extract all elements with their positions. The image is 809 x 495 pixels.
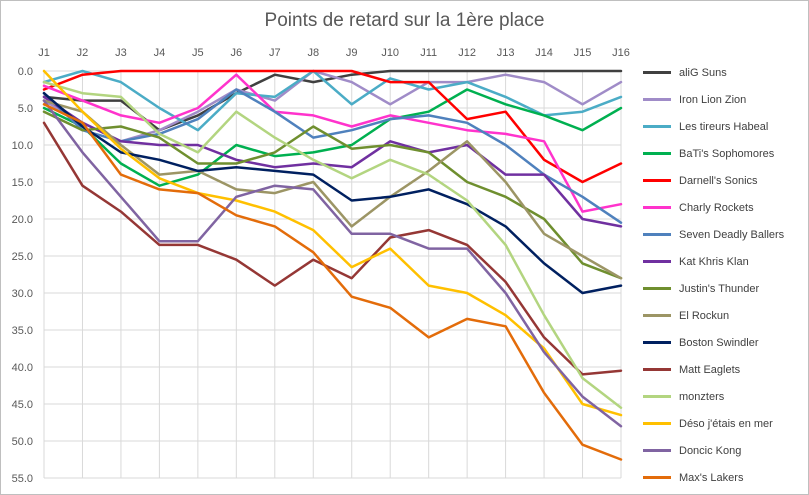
legend-item: Charly Rockets	[643, 194, 803, 221]
legend-item: Kat Khris Klan	[643, 248, 803, 275]
x-tick-label: J11	[420, 47, 437, 59]
legend-item: Max's Lakers	[643, 464, 803, 491]
legend-item: aliG Suns	[643, 59, 803, 86]
legend-item: Justin's Thunder	[643, 275, 803, 302]
legend-swatch	[643, 206, 671, 209]
x-tick-label: J16	[612, 47, 630, 59]
legend-swatch	[643, 260, 671, 263]
series-line	[42, 99, 623, 428]
legend-item: Seven Deadly Ballers	[643, 221, 803, 248]
series-line	[42, 69, 623, 417]
legend-label: Matt Eaglets	[679, 363, 741, 376]
legend-swatch	[643, 341, 671, 344]
legend-swatch	[643, 395, 671, 398]
legend-swatch	[643, 368, 671, 371]
x-tick-label: J5	[192, 47, 204, 59]
legend-label: Charly Rockets	[679, 201, 754, 214]
x-tick-label: J1	[38, 47, 50, 59]
x-tick-label: J9	[346, 47, 358, 59]
legend-swatch	[643, 125, 671, 128]
legend-item: Déso j'étais en mer	[643, 410, 803, 437]
legend-label: Déso j'étais en mer	[679, 417, 773, 430]
x-tick-label: J14	[535, 47, 553, 59]
legend-label: monzters	[679, 390, 725, 403]
legend-item: Boston Swindler	[643, 329, 803, 356]
legend-swatch	[643, 422, 671, 425]
y-tick-label: 30.0	[12, 288, 33, 300]
legend-swatch	[643, 179, 671, 182]
legend-item: El Rockun	[643, 302, 803, 329]
x-tick-label: J13	[497, 47, 515, 59]
chart-title: Points de retard sur la 1ère place	[264, 10, 545, 31]
x-tick-label: J4	[154, 47, 166, 59]
legend-item: Les tireurs Habeal	[643, 113, 803, 140]
legend-item: monzters	[643, 383, 803, 410]
legend-label: Seven Deadly Ballers	[679, 228, 785, 241]
x-tick-label: J7	[269, 47, 281, 59]
series-line	[42, 103, 623, 461]
legend-swatch	[643, 71, 671, 74]
y-axis-ticks: 0.0 5.0 10.0 15.0 20.0 25.0 30.0 35.0 40.0 45.0 50…	[12, 66, 33, 485]
legend-swatch	[643, 476, 671, 479]
legend-swatch	[643, 233, 671, 236]
legend-swatch	[643, 98, 671, 101]
y-tick-label: 5.0	[18, 103, 33, 115]
legend-label: Les tireurs Habeal	[679, 120, 769, 133]
legend-label: Justin's Thunder	[679, 282, 760, 295]
legend-label: Iron Lion Zion	[679, 93, 747, 106]
x-tick-label: J8	[307, 47, 319, 59]
y-tick-label: 45.0	[12, 399, 33, 411]
y-tick-label: 50.0	[12, 436, 33, 448]
x-tick-label: J12	[458, 47, 476, 59]
legend-label: BaTi's Sophomores	[679, 147, 775, 160]
series-line	[42, 69, 623, 132]
legend: aliG Suns Iron Lion Zion Les tireurs Habea…	[643, 59, 803, 491]
y-tick-label: 40.0	[12, 362, 33, 374]
y-tick-label: 55.0	[12, 473, 33, 485]
legend-label: El Rockun	[679, 309, 730, 322]
y-tick-label: 20.0	[12, 214, 33, 226]
legend-swatch	[643, 152, 671, 155]
x-axis-ticks: J1 J2 J3 J4 J5 J6 J7 J8 J9 J10 J11 J12 J13 J14 J15 J16	[38, 47, 630, 59]
legend-item: Matt Eaglets	[643, 356, 803, 383]
y-tick-label: 0.0	[18, 66, 33, 78]
legend-label: Max's Lakers	[679, 471, 744, 484]
series-line	[42, 73, 623, 213]
series-line	[42, 69, 623, 143]
legend-swatch	[643, 314, 671, 317]
legend-label: aliG Suns	[679, 66, 727, 79]
legend-swatch	[643, 287, 671, 290]
y-tick-label: 10.0	[12, 140, 33, 152]
x-tick-label: J3	[115, 47, 127, 59]
x-tick-label: J10	[381, 47, 399, 59]
legend-item: Darnell's Sonics	[643, 167, 803, 194]
y-tick-label: 15.0	[12, 177, 33, 189]
legend-label: Kat Khris Klan	[679, 255, 749, 268]
series-line	[42, 99, 623, 280]
legend-item: Iron Lion Zion	[643, 86, 803, 113]
series-line	[42, 95, 623, 228]
x-tick-label: J6	[231, 47, 243, 59]
series-line	[42, 88, 623, 224]
series-line	[42, 91, 623, 295]
legend-item: BaTi's Sophomores	[643, 140, 803, 167]
legend-item: Doncic Kong	[643, 437, 803, 464]
legend-label: Doncic Kong	[679, 444, 742, 457]
series-lines	[42, 69, 623, 461]
series-line	[42, 69, 623, 184]
legend-swatch	[643, 449, 671, 452]
legend-label: Darnell's Sonics	[679, 174, 758, 187]
y-tick-label: 25.0	[12, 251, 33, 263]
series-line	[42, 80, 623, 409]
x-tick-label: J15	[574, 47, 592, 59]
series-line	[42, 121, 623, 376]
x-tick-label: J2	[77, 47, 89, 59]
legend-label: Boston Swindler	[679, 336, 759, 349]
y-tick-label: 35.0	[12, 325, 33, 337]
series-line	[42, 88, 623, 187]
